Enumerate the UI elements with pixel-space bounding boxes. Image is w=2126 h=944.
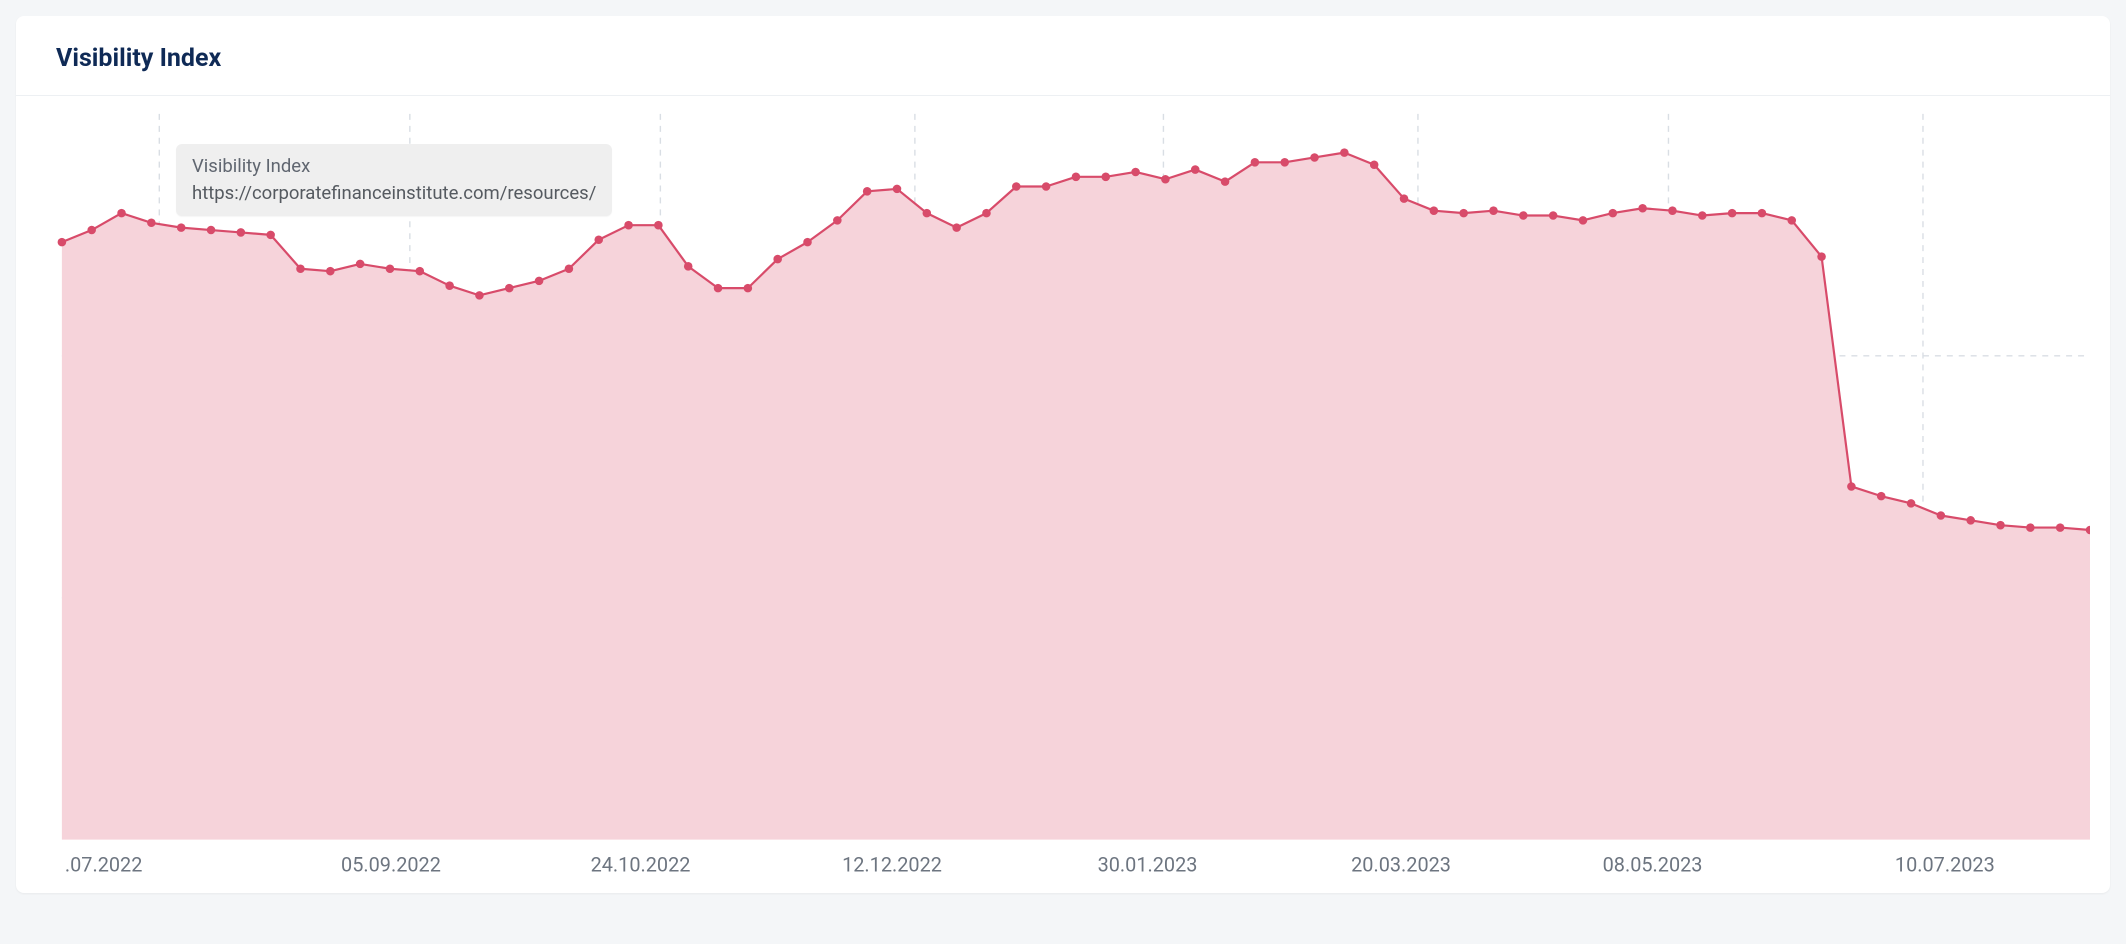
visibility-chart[interactable]: 1020.07.202205.09.202224.10.202212.12.20… xyxy=(42,100,2090,875)
svg-text:30.01.2023: 30.01.2023 xyxy=(1098,853,1198,875)
svg-text:12.12.2022: 12.12.2022 xyxy=(842,853,942,875)
card-title: Visibility Index xyxy=(56,44,2070,73)
svg-text:24.10.2022: 24.10.2022 xyxy=(591,853,691,875)
svg-text:20.03.2023: 20.03.2023 xyxy=(1351,853,1451,875)
card-header: Visibility Index xyxy=(16,16,2110,96)
svg-text:10.07.2023: 10.07.2023 xyxy=(1895,853,1995,875)
svg-text:.07.2022: .07.2022 xyxy=(65,853,143,875)
svg-text:05.09.2022: 05.09.2022 xyxy=(341,853,441,875)
chart-card: Visibility Index 1020.07.202205.09.20222… xyxy=(16,16,2110,893)
chart-wrap: 1020.07.202205.09.202224.10.202212.12.20… xyxy=(16,96,2110,893)
svg-text:08.05.2023: 08.05.2023 xyxy=(1603,853,1703,875)
